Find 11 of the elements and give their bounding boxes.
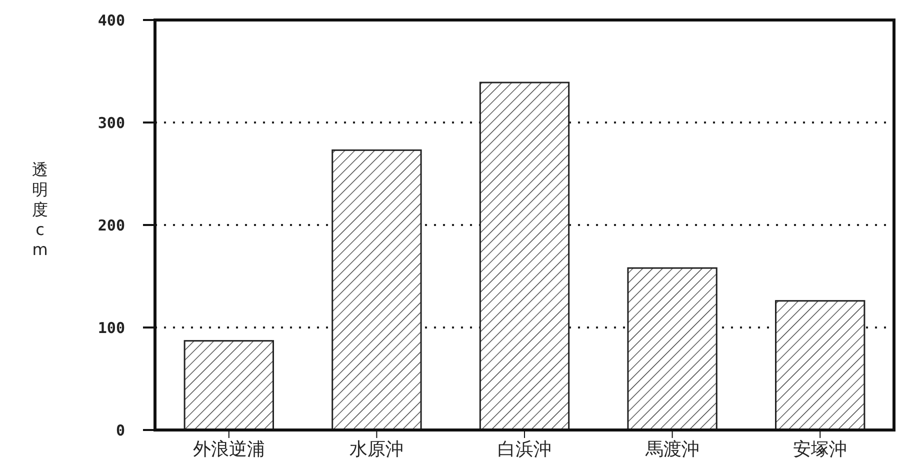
y-axis-title: 透明度cm	[32, 160, 48, 259]
x-tick-label: 水原沖	[350, 439, 404, 460]
y-tick-label: 100	[98, 318, 125, 337]
x-tick-label: 外浪逆浦	[192, 439, 265, 460]
y-tick-label: 400	[98, 11, 125, 30]
x-tick-label: 馬渡沖	[644, 439, 700, 460]
x-tick-label: 安塚沖	[793, 439, 848, 460]
y-tick-label: 300	[98, 114, 125, 132]
y-tick-label: 200	[98, 216, 125, 234]
x-tick-label: 白浜沖	[498, 439, 552, 460]
y-tick-label: 0	[116, 421, 125, 440]
